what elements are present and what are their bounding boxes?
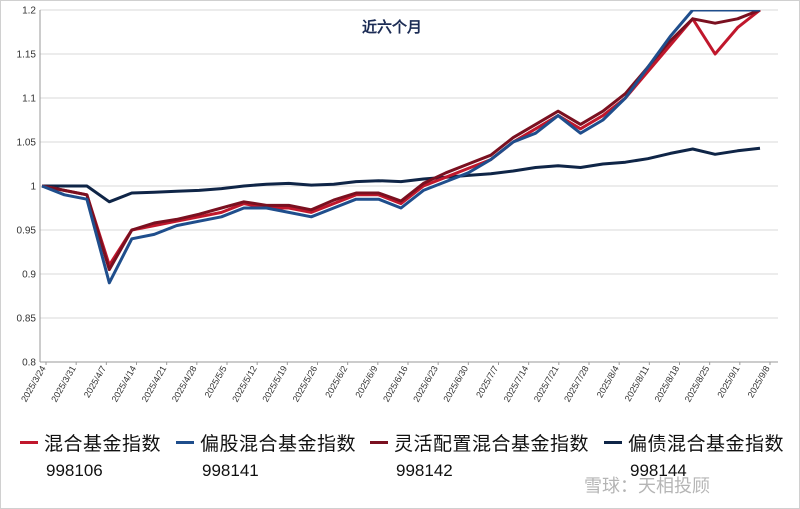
legend-label: 灵活配置混合基金指数 — [394, 433, 590, 455]
x-tick-label: 2025/8/11 — [623, 364, 651, 403]
x-tick-label: 2025/4/21 — [140, 364, 169, 404]
x-tick-label: 2025/6/9 — [353, 364, 379, 399]
x-tick-label: 2025/8/18 — [653, 364, 682, 404]
series-lines — [41, 10, 761, 285]
x-tick-label: 2025/7/28 — [562, 364, 591, 404]
x-tick-label: 2025/9/8 — [746, 364, 772, 399]
y-tick-label: 1.2 — [22, 6, 36, 17]
x-tick-label: 2025/6/30 — [441, 364, 470, 404]
y-tick-label: 1.05 — [17, 138, 37, 149]
x-tick-label: 2025/9/1 — [715, 364, 741, 399]
y-axis: 0.8 0.85 0.9 0.95 1 1.05 1.1 1.15 1.2 — [17, 6, 41, 369]
x-tick-label: 2025/3/24 — [19, 364, 48, 404]
series-line-998144 — [42, 146, 761, 204]
legend-code: 998142 — [396, 461, 453, 480]
watermark: 雪球：天相投顾 — [584, 476, 710, 497]
x-tick-label: 2025/7/21 — [532, 364, 561, 404]
legend-code: 998144 — [630, 461, 687, 480]
x-tick-label: 2025/6/2 — [323, 364, 349, 399]
x-tick-label: 2025/4/7 — [82, 364, 108, 399]
x-axis: 2025/3/24 2025/3/31 2025/4/7 2025/4/14 2025/… — [19, 361, 778, 404]
legend-swatch — [176, 441, 194, 444]
legend-swatch — [20, 441, 38, 444]
x-tick-label: 2025/5/26 — [291, 364, 320, 404]
y-tick-label: 0.8 — [22, 358, 36, 369]
x-tick-label: 2025/6/16 — [381, 364, 410, 404]
x-tick-label: 2025/5/19 — [260, 364, 289, 404]
x-tick-label: 2025/5/5 — [203, 364, 229, 399]
x-tick-label: 2025/4/28 — [170, 364, 199, 404]
legend-label: 偏债混合基金指数 — [628, 433, 785, 455]
y-tick-label: 0.95 — [17, 226, 37, 237]
x-tick-label: 2025/5/12 — [230, 364, 259, 404]
legend-code: 998106 — [46, 461, 103, 480]
x-tick-label: 2025/6/23 — [411, 364, 440, 404]
legend-swatch — [370, 441, 388, 444]
legend: 混合基金指数 998106 偏股混合基金指数 998141 灵活配置混合基金指数… — [0, 427, 800, 497]
x-tick-label: 2025/8/4 — [595, 364, 621, 399]
series-line-998141 — [41, 10, 760, 285]
y-tick-label: 0.85 — [17, 314, 37, 325]
chart-title: 近六个月 — [362, 18, 422, 36]
series-line-998106 — [41, 10, 761, 267]
y-tick-label: 0.9 — [22, 270, 36, 281]
legend-label: 偏股混合基金指数 — [200, 433, 357, 455]
y-tick-label: 1.15 — [17, 50, 37, 61]
x-tick-label: 2025/7/7 — [474, 364, 500, 399]
grid-lines — [40, 9, 778, 363]
y-tick-label: 1 — [30, 182, 36, 193]
legend-swatch — [604, 441, 622, 444]
x-tick-label: 2025/4/14 — [110, 364, 139, 404]
legend-code: 998141 — [202, 461, 259, 480]
series-line-998142 — [41, 10, 761, 272]
x-tick-label: 2025/7/14 — [502, 364, 531, 404]
legend-label: 混合基金指数 — [44, 433, 162, 455]
x-tick-label: 2025/3/31 — [49, 364, 78, 404]
y-tick-label: 1.1 — [22, 94, 36, 105]
x-tick-label: 2025/8/25 — [683, 364, 712, 404]
